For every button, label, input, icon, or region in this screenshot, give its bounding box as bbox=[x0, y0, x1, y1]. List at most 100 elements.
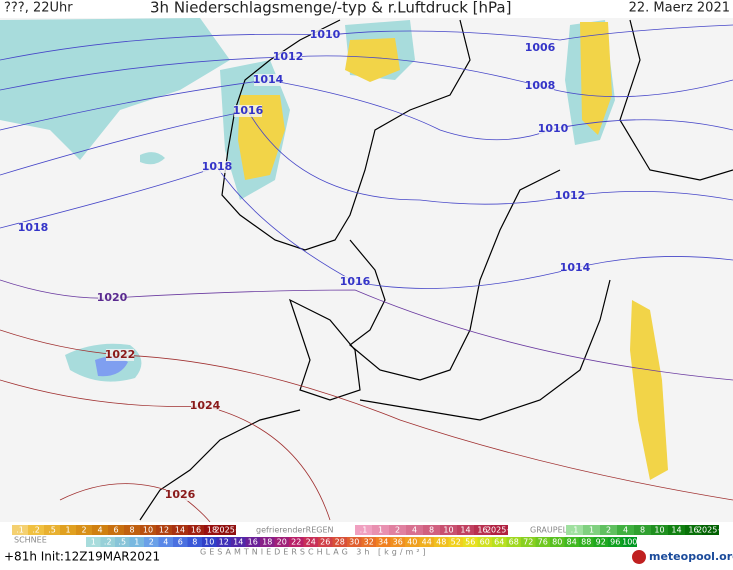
brand-logo bbox=[632, 550, 646, 564]
legend-cell bbox=[204, 525, 220, 535]
legend-label: 10 bbox=[443, 526, 453, 535]
isobar-label-bg bbox=[98, 292, 126, 304]
legend-cell bbox=[231, 537, 246, 547]
legend-cell bbox=[144, 537, 159, 547]
legend-cell bbox=[92, 525, 108, 535]
legend-cell bbox=[220, 525, 236, 535]
legend-cell bbox=[76, 525, 92, 535]
legend-label: 14 bbox=[671, 526, 681, 535]
legend-cell bbox=[521, 537, 536, 547]
rain-area bbox=[580, 22, 612, 135]
footer-init: +81h Init:12Z19MAR2021 bbox=[4, 550, 160, 564]
legend-label: 6 bbox=[113, 526, 118, 535]
legend-label: 18 bbox=[207, 526, 217, 535]
legend-label: 88 bbox=[581, 538, 591, 547]
legend-label: 14 bbox=[175, 526, 185, 535]
header-bar bbox=[0, 0, 733, 18]
legend-label: .1 bbox=[571, 526, 579, 535]
isobar-label-bg bbox=[274, 51, 302, 63]
legend-label: 100 bbox=[622, 538, 637, 547]
legend-cell bbox=[12, 525, 28, 535]
legend-cell bbox=[651, 525, 668, 535]
legend-label: 8 bbox=[192, 538, 197, 547]
isobar-label-bg bbox=[526, 80, 554, 92]
legend-label: 4 bbox=[412, 526, 417, 535]
isobar-label: 1024 bbox=[190, 399, 221, 412]
legend-label: 2 bbox=[81, 526, 86, 535]
isobar-label-bg bbox=[254, 74, 282, 86]
isobar-label: 1014 bbox=[560, 261, 591, 274]
legend-label: 96 bbox=[610, 538, 620, 547]
footer-brand: meteopool.org bbox=[649, 550, 733, 563]
isobar-label: 1014 bbox=[253, 73, 284, 86]
legend-cell bbox=[28, 525, 44, 535]
legend-label: 30 bbox=[349, 538, 359, 547]
legend-cell bbox=[173, 537, 188, 547]
legend-cell bbox=[617, 525, 634, 535]
legend-cell bbox=[477, 537, 492, 547]
legend-cell bbox=[593, 537, 608, 547]
legend-label: 24 bbox=[306, 538, 316, 547]
legend-cell bbox=[550, 537, 565, 547]
legend-label: 1 bbox=[65, 526, 70, 535]
legend-cell bbox=[579, 537, 594, 547]
legend-cell bbox=[419, 537, 434, 547]
header-time: ???, 22Uhr bbox=[4, 1, 73, 16]
legend-label: 12 bbox=[219, 538, 229, 547]
isobar-label-bg bbox=[191, 400, 219, 412]
legend-cell bbox=[376, 537, 391, 547]
legend-cell bbox=[390, 537, 405, 547]
legend-label: .5 bbox=[48, 526, 56, 535]
legend-label: 84 bbox=[567, 538, 577, 547]
isobar-label: 1016 bbox=[233, 104, 264, 117]
legend-label: 2 bbox=[606, 526, 611, 535]
legend-label: 2025+ bbox=[486, 526, 513, 535]
legend-cell bbox=[566, 525, 583, 535]
legend-cell bbox=[361, 537, 376, 547]
legend-cell bbox=[187, 537, 202, 547]
legend-cell bbox=[492, 537, 507, 547]
legend-cell bbox=[463, 537, 478, 547]
legend-cell bbox=[668, 525, 685, 535]
isobar-label: 1010 bbox=[538, 122, 569, 135]
snow-area bbox=[0, 18, 230, 160]
isobar-label: 1026 bbox=[165, 488, 196, 501]
legend-cell bbox=[423, 525, 440, 535]
legend-label: 8 bbox=[429, 526, 434, 535]
legend-label: 2 bbox=[395, 526, 400, 535]
legend-cell bbox=[129, 537, 144, 547]
legend-cell bbox=[60, 525, 76, 535]
legend-label: 6 bbox=[178, 538, 183, 547]
legend-label: 14 bbox=[233, 538, 243, 547]
legend-cell bbox=[702, 525, 719, 535]
legend-label: 1 bbox=[378, 526, 383, 535]
legend-label: 52 bbox=[451, 538, 461, 547]
legend-cell bbox=[188, 525, 204, 535]
rain-area bbox=[630, 300, 668, 480]
legend-label: 8 bbox=[640, 526, 645, 535]
legend-label: .2 bbox=[104, 538, 112, 547]
legend-cell bbox=[124, 525, 140, 535]
legend-label: 16 bbox=[477, 526, 487, 535]
legend-cell bbox=[158, 537, 173, 547]
legend-label: 1 bbox=[134, 538, 139, 547]
legend-label: 76 bbox=[538, 538, 548, 547]
legend-label: 4 bbox=[163, 538, 168, 547]
legend-cell bbox=[332, 537, 347, 547]
legend-cell bbox=[303, 537, 318, 547]
legend-label: 1 bbox=[589, 526, 594, 535]
legend-label: .2 bbox=[32, 526, 40, 535]
isobar-label-bg bbox=[166, 489, 194, 501]
legend-label: 68 bbox=[509, 538, 519, 547]
snow-area bbox=[95, 356, 128, 377]
isobar-label: 1010 bbox=[310, 28, 341, 41]
legend-cell bbox=[100, 537, 115, 547]
snow-title: SCHNEE bbox=[14, 536, 47, 545]
legend-label: 56 bbox=[465, 538, 475, 547]
legend-label: 20 bbox=[277, 538, 287, 547]
legend-cell bbox=[156, 525, 172, 535]
legend-label: 28 bbox=[335, 538, 345, 547]
legend-cell bbox=[405, 537, 420, 547]
